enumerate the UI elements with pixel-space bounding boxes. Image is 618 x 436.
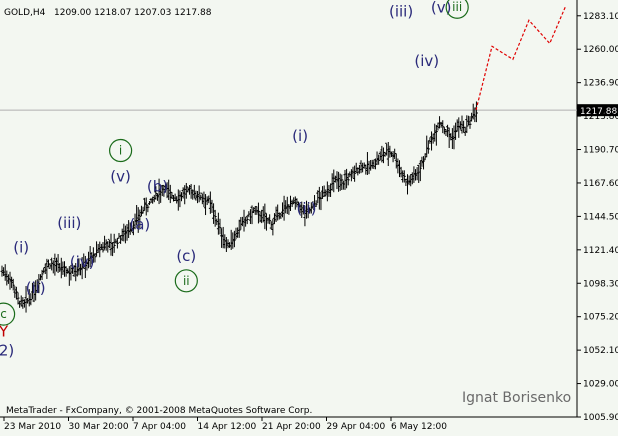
wave-label: (i)	[292, 127, 308, 145]
wave-label-degree: Y	[0, 322, 9, 340]
copyright-text: MetaTrader - FxCompany, © 2001-2008 Meta…	[6, 406, 312, 416]
wave-label: (i)	[13, 239, 29, 257]
wave-label: (b)	[147, 178, 168, 196]
price-tag-bg	[577, 104, 618, 117]
watermark: Ignat Borisenko	[462, 390, 571, 406]
ohlc-header-values: 1209.00 1218.07 1207.03 1217.88	[54, 8, 212, 18]
y-tick-label: 1075.20	[583, 313, 618, 323]
wave-label: (2)	[0, 341, 14, 359]
y-tick-label: 1283.10	[583, 12, 618, 22]
wave-projection	[475, 5, 567, 111]
wave-circle	[109, 138, 133, 163]
y-tick-label: 1260.00	[583, 45, 618, 55]
x-axis-ticks: 23 Mar 2010 30 Mar 20:00 7 Apr 04:00 14 Apr…	[3, 417, 447, 432]
x-tick-label: 30 Mar 20:00	[69, 422, 129, 432]
y-tick-label: 1098.30	[583, 279, 618, 289]
projection-line	[475, 5, 567, 111]
wave-circle	[445, 0, 469, 19]
wave-label: (v)	[110, 168, 131, 186]
wave-label-circled: ii	[183, 274, 190, 288]
x-tick-label: 21 Apr 20:00	[262, 422, 321, 432]
ohlc-bars	[0, 101, 478, 313]
wave-label: (c)	[176, 247, 196, 265]
wave-label: (ii)	[26, 279, 46, 297]
wave-label: (iii)	[57, 214, 81, 232]
y-tick-label: 1236.90	[583, 79, 618, 89]
y-tick-label: 1167.60	[583, 179, 618, 189]
y-tick-label: 1029.00	[583, 380, 618, 390]
x-tick-label: 7 Apr 04:00	[133, 422, 186, 432]
price-tag: 1217.88	[580, 107, 617, 117]
wave-label: (ii)	[297, 199, 317, 217]
y-tick-label: 1052.10	[583, 346, 618, 356]
x-tick-label: 14 Apr 12:00	[198, 422, 257, 432]
x-tick-label: 23 Mar 2010	[4, 422, 61, 432]
wave-circle	[0, 302, 16, 326]
wave-label: (iii)	[389, 3, 413, 21]
y-axis-ticks: 1283.10 1260.00 1236.90 1213.80 1190.70 1167.…	[577, 12, 618, 423]
wave-label: (iv)	[70, 253, 95, 271]
wave-circle	[174, 269, 198, 293]
x-tick-label: 29 Apr 04:00	[327, 422, 386, 432]
y-tick-label: 1005.90	[583, 413, 618, 423]
ohlc-header-symbol: GOLD,H4	[4, 8, 46, 18]
y-tick-label: 1144.50	[583, 212, 618, 222]
wave-label-circled: c	[0, 307, 7, 321]
y-tick-label: 1121.40	[583, 246, 618, 256]
wave-labels: (2)Yc (i) (ii) (iii) (iv) (v) i (a) (b) (c) ii (i) (…	[0, 0, 469, 359]
wave-label: (a)	[129, 215, 150, 233]
wave-label-circled: iii	[452, 0, 462, 14]
y-tick-label: 1190.70	[583, 146, 618, 156]
wave-label: (iv)	[414, 52, 439, 70]
y-tick-label: 1213.80	[583, 112, 618, 122]
x-tick-label: 6 May 12:00	[391, 422, 447, 432]
current-price-line: 1217.88	[0, 104, 618, 117]
wave-label-circled: i	[119, 144, 122, 158]
